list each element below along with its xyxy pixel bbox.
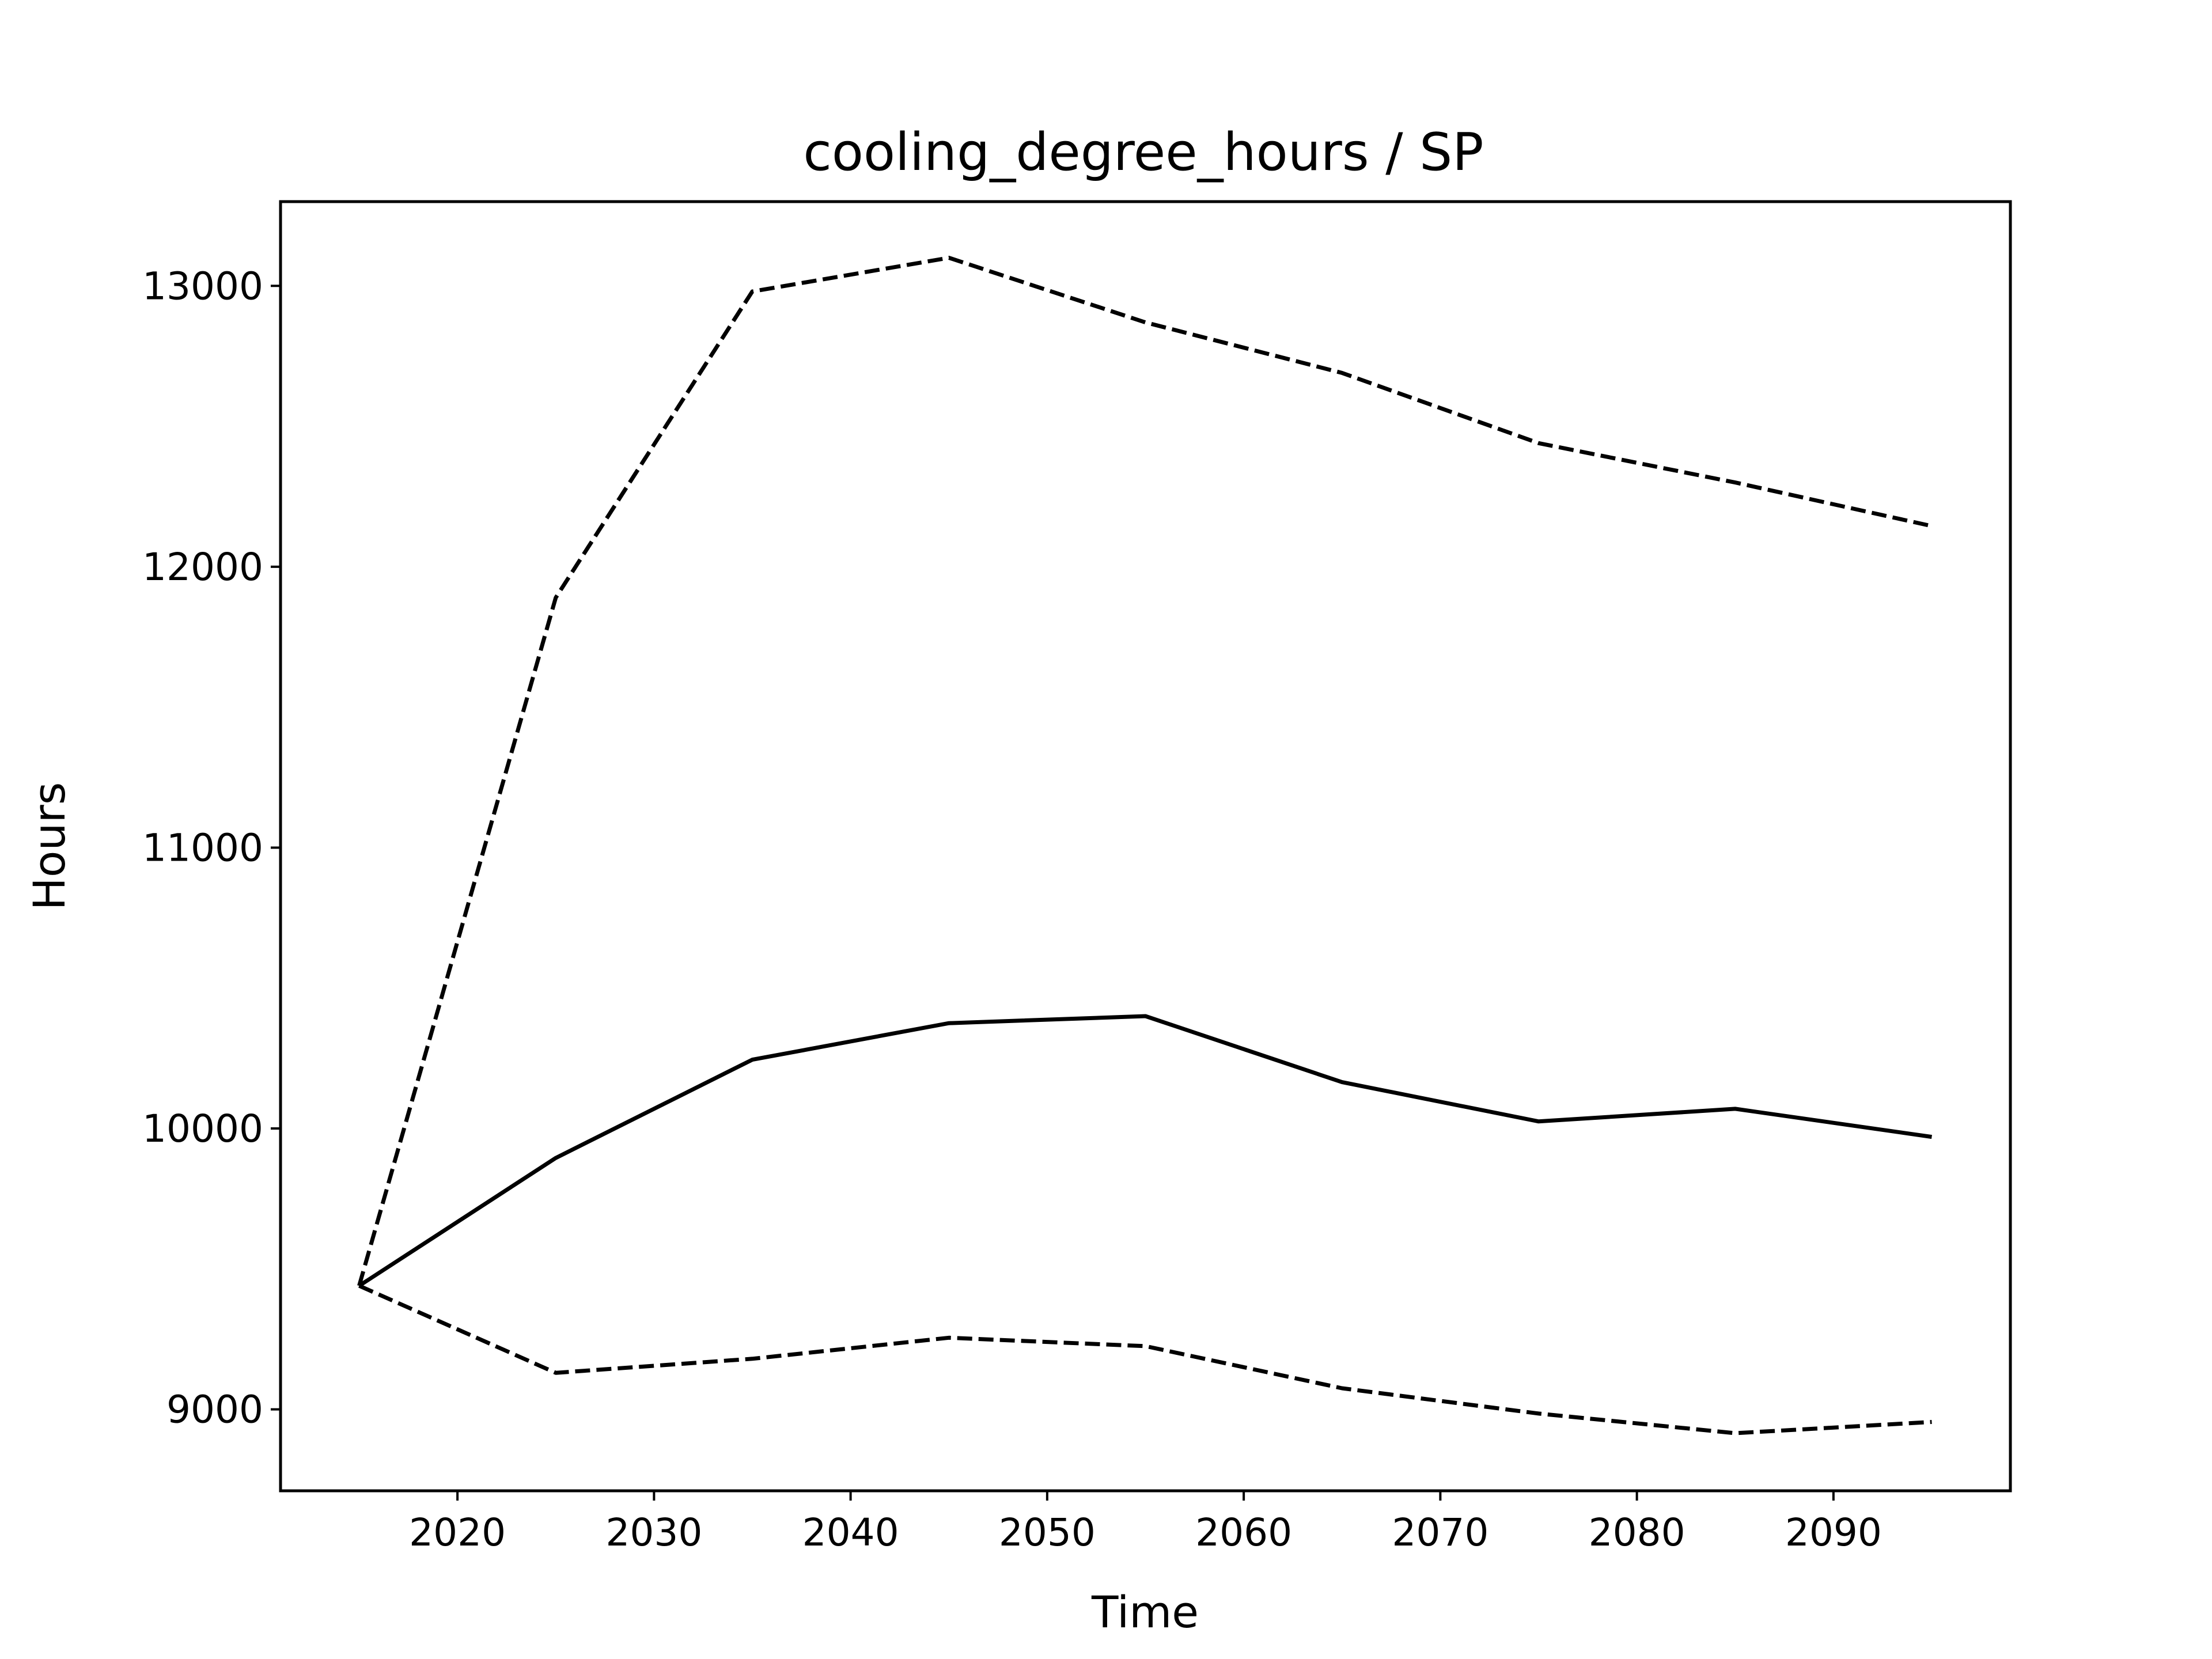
y-tick-label: 10000 <box>142 1107 263 1151</box>
plot-layer <box>357 256 1933 1435</box>
y-tick-label: 9000 <box>166 1388 263 1432</box>
x-tick-label: 2070 <box>1392 1510 1488 1555</box>
series-line-1-solid <box>358 1014 1932 1288</box>
y-tick-label: 11000 <box>142 825 263 870</box>
y-tick-label: 13000 <box>142 264 263 308</box>
x-axis: 2020 2030 2040 2050 2060 2070 2080 2090 <box>409 1491 1882 1555</box>
x-tick-label: 2080 <box>1589 1510 1685 1555</box>
x-tick-label: 2030 <box>605 1510 702 1555</box>
x-tick-label: 2040 <box>802 1510 899 1555</box>
x-tick-label: 2050 <box>999 1510 1096 1555</box>
series-line-2-dashed <box>357 256 1933 1287</box>
x-tick-label: 2060 <box>1195 1510 1292 1555</box>
x-tick-label: 2090 <box>1785 1510 1882 1555</box>
y-axis: 9000 10000 11000 12000 13000 <box>142 264 281 1432</box>
y-tick-label: 12000 <box>142 545 263 589</box>
plot-frame <box>279 200 2012 1493</box>
x-axis-label: Time <box>1091 1586 1199 1638</box>
series-line-3-dashed <box>358 1283 1932 1435</box>
y-axis-label: Hours <box>24 782 75 911</box>
x-tick-label: 2020 <box>409 1510 506 1555</box>
chart-title: cooling_degree_hours / SP <box>803 122 1483 183</box>
